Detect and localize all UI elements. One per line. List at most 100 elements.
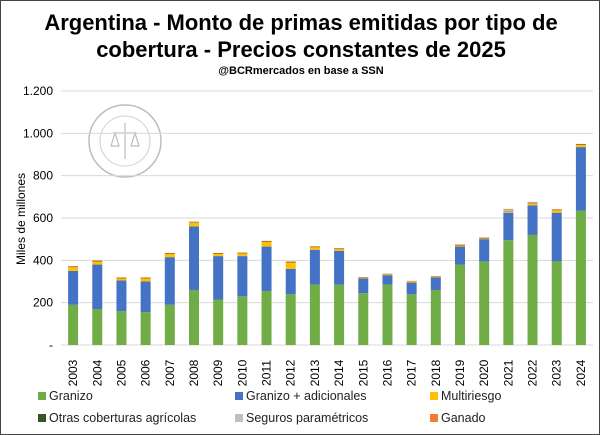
x-tick-label: 2005	[114, 359, 128, 386]
x-tick-label: 2017	[405, 359, 419, 386]
bar-segment-multiriesgo-2010	[237, 253, 248, 257]
bar-segment-granizo-2015	[358, 293, 369, 345]
x-tick-label: 2014	[332, 359, 346, 386]
bar-segment-granizo-2021	[503, 240, 514, 345]
bar-segment-ganado-2023	[551, 209, 562, 210]
bar-segment-ganado-2005	[116, 277, 127, 278]
legend-label: Otras coberturas agrícolas	[49, 411, 196, 425]
bar-segment-granizo-2011	[261, 291, 272, 345]
bar-segment-granizo-adicionales-2022	[527, 205, 538, 235]
x-tick-label: 2020	[477, 359, 491, 386]
bar-segment-ganado-2013	[309, 246, 320, 247]
bar-segment-granizo-2017	[406, 294, 417, 345]
bar-segment-granizo-2003	[68, 304, 79, 345]
bar-segment-multiriesgo-2003	[68, 267, 79, 271]
x-tick-label: 2010	[235, 359, 249, 386]
bar-segment-granizo-adicionales-2004	[92, 264, 103, 310]
bar-segment-ganado-2014	[334, 248, 345, 249]
bar-segment-granizo-adicionales-2013	[309, 249, 320, 285]
bar-segment-ganado-2021	[503, 208, 514, 210]
x-tick-label: 2024	[574, 359, 588, 386]
bar-segment-granizo-adicionales-2014	[334, 250, 345, 285]
y-tick-label: 600	[33, 211, 53, 225]
bar-segment-granizo-2012	[285, 294, 296, 345]
bar-segment-multiriesgo-2013	[309, 247, 320, 250]
bar-segment-granizo-adicionales-2016	[382, 275, 393, 285]
y-tick-label: -	[49, 338, 53, 352]
legend-label: Granizo + adicionales	[246, 389, 367, 403]
x-tick-label: 2008	[187, 359, 201, 386]
bar-segment-granizo-adicionales-2006	[140, 281, 151, 313]
bar-segment-granizo-2005	[116, 311, 127, 345]
legend-label: Ganado	[441, 411, 486, 425]
bar-segment-multiriesgo-2019	[455, 245, 465, 247]
bar-segment-multiriesgo-2012	[285, 262, 296, 269]
bar-segment-granizo-2014	[334, 284, 345, 345]
legend-label: Seguros paramétricos	[246, 411, 368, 425]
legend-swatch	[430, 392, 438, 400]
legend-swatch	[38, 392, 46, 400]
bar-segment-multiriesgo-2005	[116, 278, 127, 281]
bar-segment-granizo-adicionales-2012	[285, 268, 296, 295]
bar-segment-seguros-param-tricos-2022	[527, 202, 538, 204]
bar-segment-multiriesgo-2024	[575, 144, 586, 148]
x-tick-label: 2009	[211, 359, 225, 386]
bar-segment-ganado-2024	[575, 143, 586, 145]
bar-segment-ganado-2011	[261, 240, 272, 242]
x-tick-label: 2015	[356, 359, 370, 386]
bar-segment-granizo-2019	[455, 264, 465, 345]
bar-segment-ganado-2007	[164, 252, 175, 254]
x-tick-label: 2022	[526, 359, 540, 386]
bar-segment-granizo-adicionales-2009	[213, 256, 224, 300]
x-tick-label: 2013	[308, 359, 322, 386]
y-tick-label: 1.000	[23, 126, 53, 140]
bar-segment-granizo-adicionales-2023	[551, 212, 562, 262]
bar-segment-granizo-2008	[189, 289, 199, 345]
legend-label: Granizo	[49, 389, 93, 403]
bar-segment-granizo-2024	[575, 210, 586, 345]
legend-label: Multiriesgo	[441, 389, 501, 403]
bar-segment-granizo-adicionales-2008	[189, 226, 199, 290]
bar-segment-ganado-2012	[285, 261, 296, 263]
bar-segment-ganado-2008	[189, 221, 199, 223]
legend-swatch	[235, 414, 243, 422]
bar-segment-granizo-2020	[479, 261, 490, 345]
bar-segment-granizo-2007	[164, 304, 175, 345]
y-tick-label: 800	[33, 169, 53, 183]
bar-segment-multiriesgo-2011	[261, 241, 272, 247]
legend-swatch	[235, 392, 243, 400]
bar-segment-ganado-2019	[455, 244, 465, 246]
bar-segment-multiriesgo-2014	[334, 249, 345, 251]
bar-segment-ganado-2003	[68, 266, 79, 267]
bar-segment-granizo-adicionales-2019	[455, 246, 465, 265]
bar-segment-granizo-2016	[382, 284, 393, 345]
x-tick-label: 2018	[429, 359, 443, 386]
bar-segment-multiriesgo-2023	[551, 210, 562, 213]
bar-segment-granizo-adicionales-2015	[358, 278, 369, 294]
x-tick-label: 2016	[380, 359, 394, 386]
x-tick-label: 2021	[501, 359, 515, 386]
bar-segment-seguros-param-tricos-2021	[503, 209, 514, 212]
bar-segment-multiriesgo-2020	[479, 238, 490, 240]
legend-swatch	[38, 414, 46, 422]
bar-segment-granizo-2010	[237, 296, 248, 345]
bar-segment-granizo-adicionales-2010	[237, 256, 248, 297]
bar-segment-multiriesgo-2015	[358, 277, 369, 279]
bar-segment-granizo-2018	[430, 289, 441, 345]
bar-segment-multiriesgo-2008	[189, 222, 199, 227]
bar-segment-multiriesgo-2018	[430, 276, 441, 278]
bar-segment-ganado-2020	[479, 237, 490, 239]
bar-segment-multiriesgo-2009	[213, 253, 224, 257]
bar-segment-ganado-2009	[213, 252, 224, 254]
bar-segment-multiriesgo-2016	[382, 274, 393, 276]
x-tick-label: 2006	[139, 359, 153, 386]
bar-segment-granizo-2004	[92, 309, 103, 345]
bar-segment-multiriesgo-2021	[503, 211, 514, 213]
bar-segment-ganado-2006	[140, 277, 151, 278]
bar-segment-granizo-2013	[309, 284, 320, 345]
y-tick-label: 200	[33, 296, 53, 310]
bar-segment-multiriesgo-2004	[92, 261, 103, 265]
bar-segment-multiriesgo-2022	[527, 203, 538, 206]
